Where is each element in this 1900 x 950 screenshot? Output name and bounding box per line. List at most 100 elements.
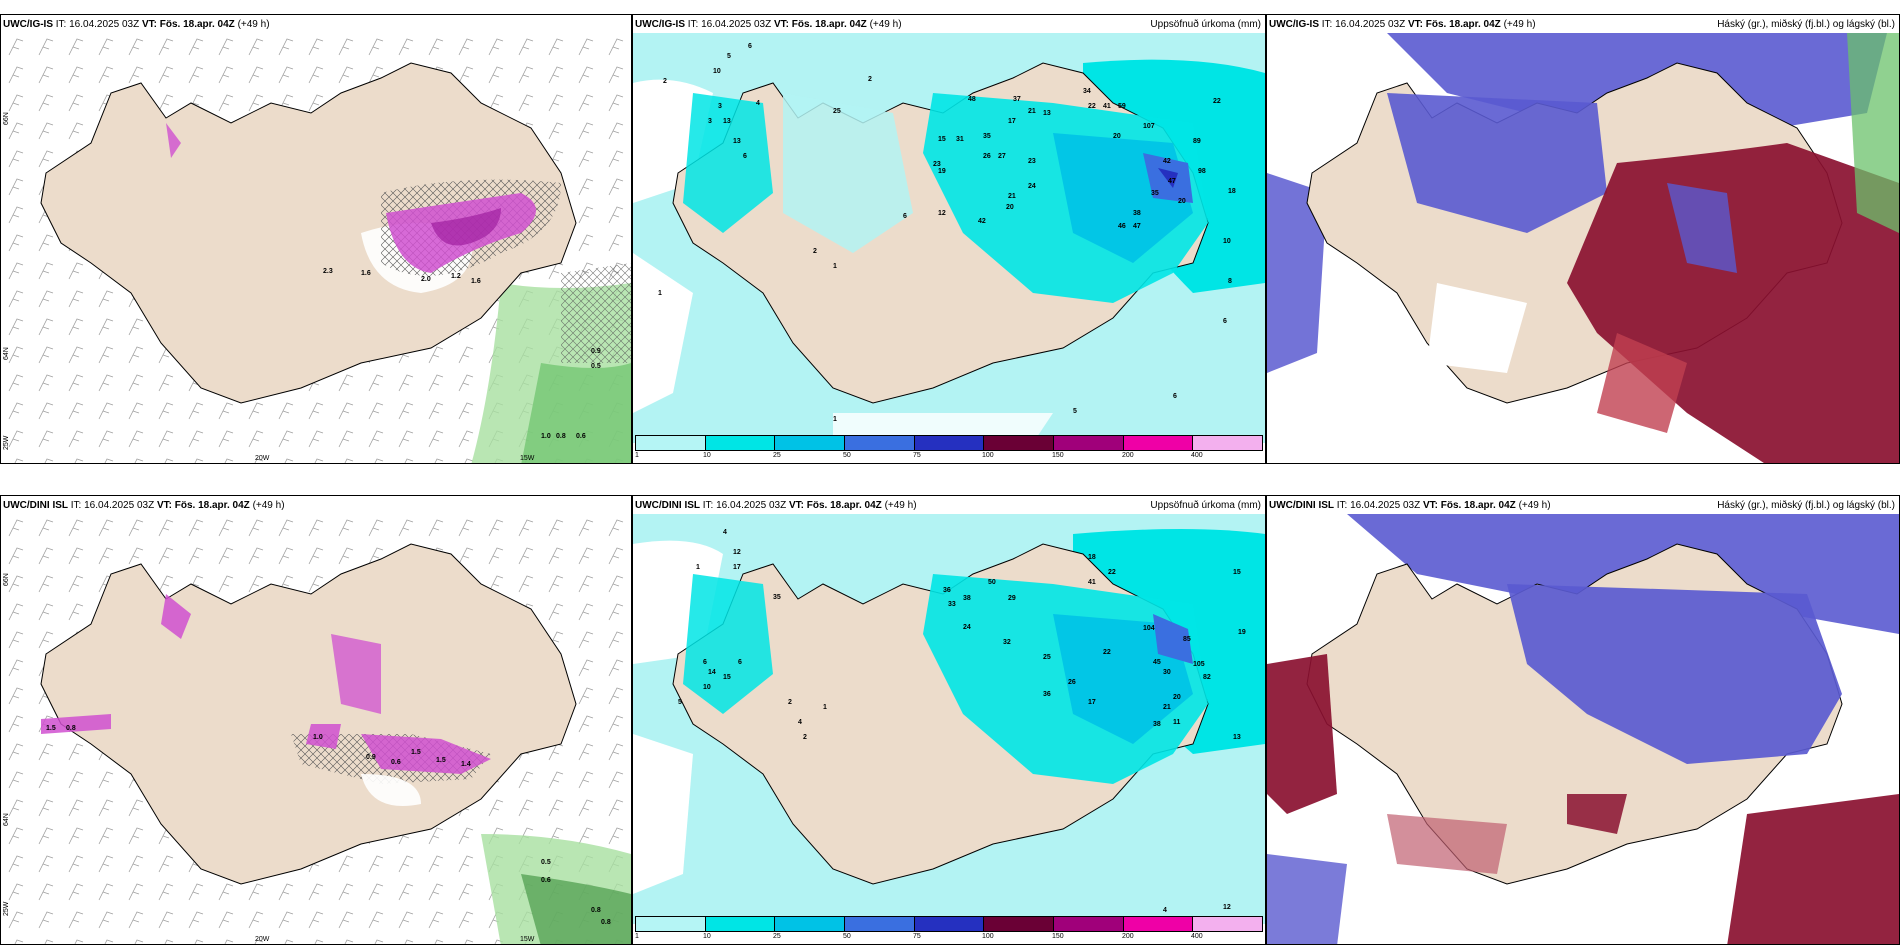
wind-value: 0.6 <box>576 433 586 440</box>
model-name: UWC/IG-IS <box>3 19 53 30</box>
legend-tick: 25 <box>773 933 781 940</box>
legend-tick: 200 <box>1122 452 1134 459</box>
svg-text:20: 20 <box>1173 694 1181 701</box>
legend-swatch <box>1193 917 1263 931</box>
legend-tick: 200 <box>1122 933 1134 940</box>
model-name: UWC/DINI ISL <box>635 500 700 511</box>
svg-text:41: 41 <box>1103 103 1111 110</box>
svg-text:85: 85 <box>1183 636 1191 643</box>
svg-text:6: 6 <box>1223 318 1227 325</box>
svg-text:20: 20 <box>1113 133 1121 140</box>
svg-text:104: 104 <box>1143 625 1155 632</box>
svg-text:6: 6 <box>903 213 907 220</box>
svg-text:4: 4 <box>1163 907 1167 914</box>
svg-text:35: 35 <box>983 133 991 140</box>
svg-text:3: 3 <box>708 118 712 125</box>
svg-text:2: 2 <box>813 248 817 255</box>
vt-value: Fös. 18.apr. 04Z <box>791 19 867 30</box>
wind-value: 1.5 <box>411 749 421 756</box>
legend-swatch <box>775 917 846 931</box>
vt-value: Fös. 18.apr. 04Z <box>1440 500 1516 511</box>
lat-label-64n: 64N <box>3 347 10 360</box>
svg-text:14: 14 <box>708 669 716 676</box>
panel-header: UWC/IG-IS IT: 16.04.2025 03Z VT: Fös. 18… <box>3 19 270 30</box>
svg-text:17: 17 <box>733 564 741 571</box>
svg-text:48: 48 <box>968 96 976 103</box>
vt-value: Fös. 18.apr. 04Z <box>1425 19 1501 30</box>
wind-value: 1.4 <box>461 761 471 768</box>
legend-tick: 10 <box>703 933 711 940</box>
svg-text:2: 2 <box>803 734 807 741</box>
it-label: IT: <box>1321 19 1333 30</box>
legend-swatch <box>705 917 776 931</box>
panel-header: UWC/IG-IS IT: 16.04.2025 03Z VT: Fös. 18… <box>635 19 902 30</box>
lon-label-15w: 15W <box>520 455 535 462</box>
it-value: 16.04.2025 03Z <box>716 500 787 511</box>
lat-label-25w: 25W <box>3 901 10 916</box>
vt-label: VT: <box>773 19 789 30</box>
legend-swatch <box>1054 917 1124 931</box>
svg-text:3: 3 <box>718 103 722 110</box>
svg-text:42: 42 <box>978 218 986 225</box>
wind-value: 1.2 <box>451 273 461 280</box>
svg-text:6: 6 <box>703 659 707 666</box>
wind-value: 0.8 <box>601 919 611 926</box>
wind-value: 0.5 <box>541 859 551 866</box>
wind-value: 0.6 <box>391 759 401 766</box>
svg-text:24: 24 <box>1028 183 1036 190</box>
svg-text:41: 41 <box>1088 579 1096 586</box>
legend-tick: 25 <box>773 452 781 459</box>
wind-value: 0.8 <box>591 907 601 914</box>
wind-value: 1.6 <box>361 270 371 277</box>
svg-text:38: 38 <box>1133 210 1141 217</box>
model-name: UWC/DINI ISL <box>1269 500 1334 511</box>
panel-wind-top: UWC/IG-IS IT: 16.04.2025 03Z VT: Fös. 18… <box>0 14 632 464</box>
precip-legend: 1 10 25 50 75 100 150 200 400 <box>635 435 1263 461</box>
legend-swatch <box>705 436 776 450</box>
model-name: UWC/IG-IS <box>635 19 685 30</box>
wind-value: 0.9 <box>366 754 376 761</box>
legend-swatch <box>914 917 985 931</box>
legend-tick: 400 <box>1191 933 1203 940</box>
svg-text:15: 15 <box>723 674 731 681</box>
svg-text:25: 25 <box>1043 654 1051 661</box>
vt-label: VT: <box>1407 19 1423 30</box>
svg-text:42: 42 <box>1163 158 1171 165</box>
precip-title: Uppsöfnuð úrkoma (mm) <box>1150 19 1261 30</box>
svg-text:37: 37 <box>1013 96 1021 103</box>
svg-text:22: 22 <box>1213 98 1221 105</box>
svg-text:22: 22 <box>1103 649 1111 656</box>
lon-label-20w: 20W <box>255 936 270 943</box>
vt-value: Fös. 18.apr. 04Z <box>806 500 882 511</box>
svg-text:59: 59 <box>1118 103 1126 110</box>
legend-swatch <box>984 436 1055 450</box>
svg-text:21: 21 <box>1163 704 1171 711</box>
svg-text:22: 22 <box>1108 569 1116 576</box>
lead-time: (+49 h) <box>1503 19 1536 30</box>
panel-cloud-bottom: UWC/DINI ISL IT: 16.04.2025 03Z VT: Fös.… <box>1266 495 1900 945</box>
svg-text:25: 25 <box>833 108 841 115</box>
precip-map: 2 6 5 2 4 10 13 22 25 3 13 6 37 48 34 17… <box>633 33 1265 443</box>
legend-swatch <box>1193 436 1263 450</box>
legend-tick: 1 <box>635 933 639 940</box>
svg-text:15: 15 <box>938 136 946 143</box>
svg-text:12: 12 <box>733 549 741 556</box>
wind-value: 1.6 <box>471 278 481 285</box>
svg-text:45: 45 <box>1153 659 1161 666</box>
svg-text:6: 6 <box>1173 393 1177 400</box>
svg-text:18: 18 <box>1228 188 1236 195</box>
svg-text:32: 32 <box>1003 639 1011 646</box>
svg-text:38: 38 <box>1153 721 1161 728</box>
legend-tick: 1 <box>635 452 639 459</box>
panel-header: UWC/DINI ISL IT: 16.04.2025 03Z VT: Fös.… <box>3 500 285 511</box>
svg-text:20: 20 <box>1178 198 1186 205</box>
legend-tick: 100 <box>982 933 994 940</box>
svg-text:22: 22 <box>1088 103 1096 110</box>
vt-label: VT: <box>1422 500 1438 511</box>
svg-text:34: 34 <box>1083 88 1091 95</box>
svg-text:36: 36 <box>943 587 951 594</box>
legend-colorbar <box>635 435 1263 451</box>
it-label: IT: <box>1336 500 1348 511</box>
svg-text:12: 12 <box>938 210 946 217</box>
svg-text:12: 12 <box>1223 904 1231 911</box>
